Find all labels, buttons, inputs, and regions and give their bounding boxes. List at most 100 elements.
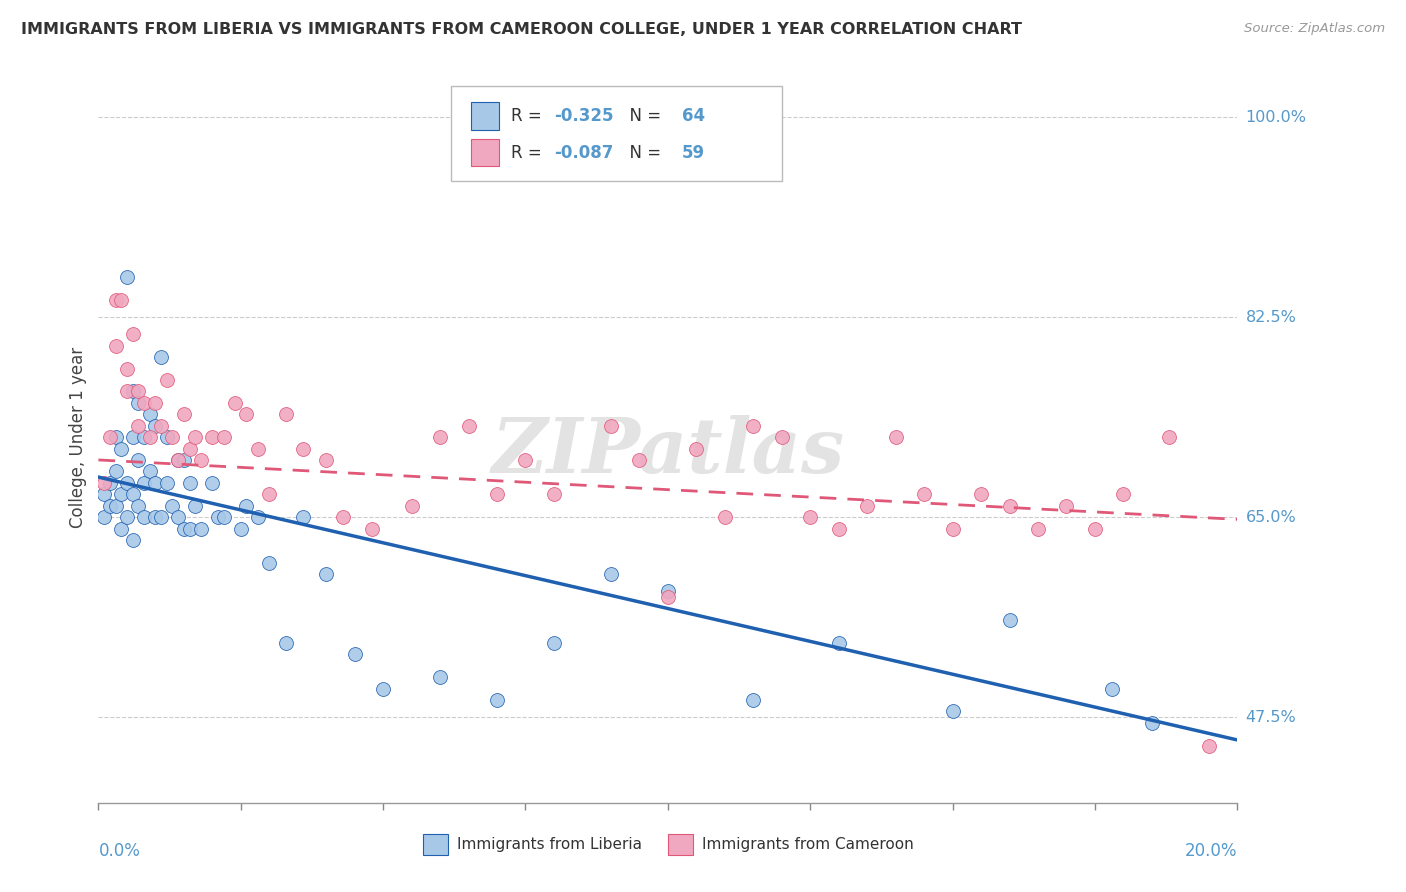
Point	[93, 475, 115, 490]
Point	[167, 453, 190, 467]
Point	[315, 453, 337, 467]
Point	[156, 373, 179, 387]
Point	[132, 510, 155, 524]
Point	[104, 499, 127, 513]
Point	[543, 636, 565, 650]
Point	[1198, 739, 1220, 753]
Point	[246, 510, 269, 524]
Point	[276, 407, 298, 421]
Point	[515, 453, 537, 467]
Point	[332, 510, 354, 524]
Point	[190, 453, 212, 467]
Point	[543, 487, 565, 501]
Point	[259, 487, 281, 501]
Point	[856, 499, 879, 513]
Point	[115, 384, 138, 399]
Point	[942, 521, 965, 535]
Point	[207, 510, 229, 524]
Point	[229, 521, 252, 535]
Point	[343, 647, 366, 661]
Point	[156, 430, 179, 444]
Point	[110, 521, 132, 535]
FancyBboxPatch shape	[451, 86, 782, 181]
Text: 47.5%: 47.5%	[1246, 709, 1296, 724]
Point	[224, 396, 246, 410]
Point	[93, 510, 115, 524]
Point	[104, 293, 127, 307]
Point	[104, 338, 127, 352]
Point	[145, 418, 167, 433]
Text: 0.0%: 0.0%	[98, 842, 141, 860]
Point	[315, 567, 337, 582]
Point	[145, 510, 167, 524]
Y-axis label: College, Under 1 year: College, Under 1 year	[69, 346, 87, 528]
Text: ZIPatlas: ZIPatlas	[491, 415, 845, 489]
Point	[246, 442, 269, 456]
Point	[998, 613, 1021, 627]
Point	[457, 418, 479, 433]
Point	[162, 430, 184, 444]
Point	[212, 510, 235, 524]
Point	[600, 567, 623, 582]
Point	[912, 487, 935, 501]
Point	[110, 487, 132, 501]
Point	[110, 293, 132, 307]
Text: Source: ZipAtlas.com: Source: ZipAtlas.com	[1244, 22, 1385, 36]
Point	[167, 510, 190, 524]
Point	[942, 705, 965, 719]
Point	[162, 499, 184, 513]
Text: Immigrants from Liberia: Immigrants from Liberia	[457, 837, 643, 852]
Point	[127, 499, 149, 513]
Point	[184, 499, 207, 513]
Point	[657, 584, 679, 599]
Point	[110, 442, 132, 456]
Text: IMMIGRANTS FROM LIBERIA VS IMMIGRANTS FROM CAMEROON COLLEGE, UNDER 1 YEAR CORREL: IMMIGRANTS FROM LIBERIA VS IMMIGRANTS FR…	[21, 22, 1022, 37]
FancyBboxPatch shape	[423, 833, 449, 855]
FancyBboxPatch shape	[471, 102, 499, 130]
Text: -0.087: -0.087	[554, 144, 613, 161]
Text: 82.5%: 82.5%	[1246, 310, 1296, 325]
Point	[121, 430, 143, 444]
Point	[828, 636, 851, 650]
Point	[184, 430, 207, 444]
Point	[276, 636, 298, 650]
Text: -0.325: -0.325	[554, 107, 613, 125]
Point	[127, 396, 149, 410]
Point	[173, 453, 195, 467]
Text: 100.0%: 100.0%	[1246, 110, 1306, 125]
Point	[486, 693, 509, 707]
Point	[429, 670, 451, 684]
Point	[121, 384, 143, 399]
Point	[121, 533, 143, 547]
Text: R =: R =	[510, 107, 547, 125]
Point	[98, 499, 121, 513]
Point	[167, 453, 190, 467]
Point	[138, 407, 160, 421]
Point	[373, 681, 395, 696]
Point	[1056, 499, 1078, 513]
Point	[742, 418, 765, 433]
Point	[628, 453, 651, 467]
Point	[93, 487, 115, 501]
Point	[1026, 521, 1049, 535]
Point	[1140, 715, 1163, 730]
Point	[360, 521, 382, 535]
Text: N =: N =	[619, 144, 666, 161]
Point	[401, 499, 423, 513]
Point	[115, 475, 138, 490]
Point	[150, 418, 173, 433]
Point	[179, 442, 201, 456]
Point	[179, 475, 201, 490]
Point	[173, 521, 195, 535]
Point	[828, 521, 851, 535]
Point	[156, 475, 179, 490]
Point	[600, 418, 623, 433]
Point	[212, 430, 235, 444]
Text: N =: N =	[619, 107, 666, 125]
Point	[201, 430, 224, 444]
Point	[145, 475, 167, 490]
Point	[884, 430, 907, 444]
Point	[429, 430, 451, 444]
Point	[115, 510, 138, 524]
Point	[742, 693, 765, 707]
